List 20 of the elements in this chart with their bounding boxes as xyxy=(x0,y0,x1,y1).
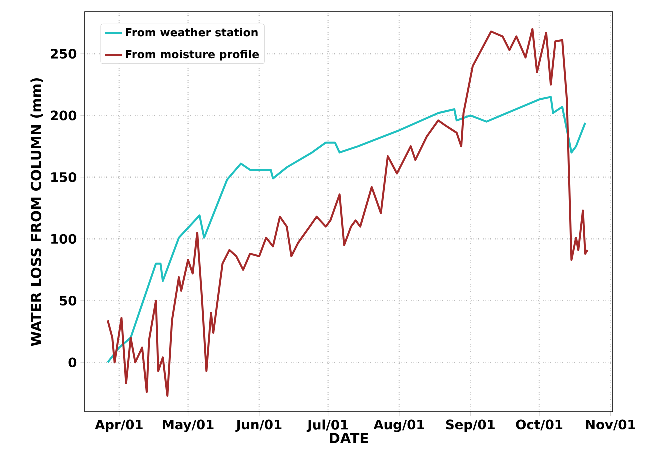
x-tick-label: May/01 xyxy=(163,420,214,432)
y-axis-title: WATER LOSS FROM COLUMN (mm) xyxy=(30,78,44,346)
x-tick-label: Sep/01 xyxy=(446,420,495,432)
x-tick-label: Oct/01 xyxy=(516,420,563,431)
x-tick-label: Jul/01 xyxy=(306,420,348,432)
x-tick-label: Aug/01 xyxy=(374,420,424,432)
y-tick-label: 100 xyxy=(52,234,77,244)
y-tick-label: 250 xyxy=(51,49,77,59)
legend-label: From moisture profile xyxy=(126,50,260,61)
y-tick-label: 0 xyxy=(68,358,77,368)
y-tick-label: 200 xyxy=(51,110,77,121)
x-axis-title: DATE xyxy=(330,433,368,444)
line-series xyxy=(106,96,586,364)
y-tick-label: 150 xyxy=(52,172,77,182)
legend-label: From weather station xyxy=(126,28,258,37)
x-tick-label: Apr/01 xyxy=(95,420,143,432)
x-tick-label: Nov/01 xyxy=(586,420,636,431)
line-series xyxy=(106,28,589,397)
x-tick-label: Jun/01 xyxy=(236,420,282,432)
y-tick-label: 50 xyxy=(60,296,77,306)
